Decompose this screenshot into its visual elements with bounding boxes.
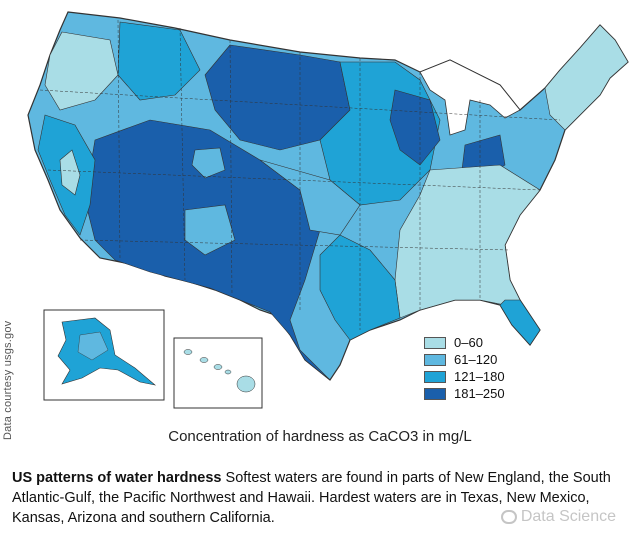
legend-label: 121–180 — [454, 369, 505, 384]
watermark-text: Data Science — [520, 508, 616, 525]
region-florida — [499, 299, 541, 346]
legend-item: 181–250 — [424, 385, 505, 402]
state-lines — [39, 19, 561, 330]
legend-label: 0–60 — [454, 335, 483, 350]
caption-title: US patterns of water hardness — [12, 470, 222, 486]
region-sierra-soft — [59, 149, 81, 196]
great-lakes — [419, 59, 521, 136]
legend-swatch — [424, 370, 446, 383]
figure-caption: US patterns of water hardness Softest wa… — [12, 468, 632, 528]
map-caption: Concentration of hardness as CaCO3 in mg… — [168, 428, 472, 445]
region-texas-gulf — [319, 234, 401, 341]
hawaii-inset — [173, 337, 263, 409]
caption-body: Softest waters are found in parts of New… — [12, 470, 611, 526]
watermark: Data Science — [500, 508, 616, 526]
region-new-england-soft — [544, 24, 629, 131]
legend: 0–60 61–120 121–180 181–250 — [424, 334, 505, 402]
water-hardness-map — [27, 11, 629, 409]
data-credit: Data courtesy usgs.gov — [2, 320, 14, 440]
legend-swatch — [424, 336, 446, 349]
region-pacific-nw-soft — [44, 31, 119, 111]
region-southeast-soft — [394, 164, 541, 319]
legend-item: 121–180 — [424, 368, 505, 385]
legend-swatch — [424, 353, 446, 366]
legend-swatch — [424, 387, 446, 400]
hawaii-islands — [183, 349, 256, 393]
alaska-soft-region — [77, 331, 109, 361]
chat-bubble-icon — [500, 510, 517, 524]
legend-item: 61–120 — [424, 351, 505, 368]
region-colorado-pocket — [191, 147, 226, 179]
legend-label: 61–120 — [454, 352, 498, 367]
legend-item: 0–60 — [424, 334, 505, 351]
legend-label: 181–250 — [454, 386, 505, 401]
